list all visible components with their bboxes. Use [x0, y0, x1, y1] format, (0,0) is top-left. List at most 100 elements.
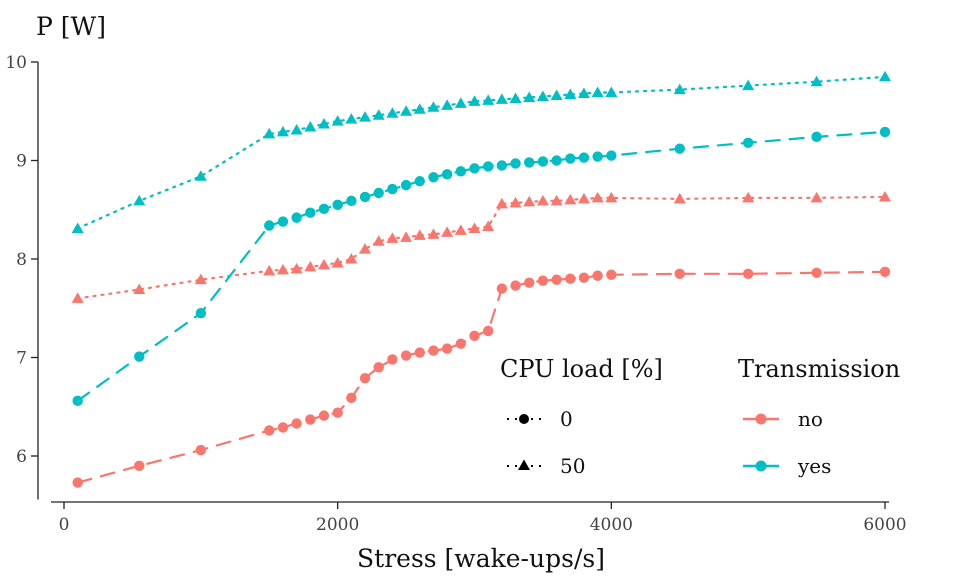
data-point — [577, 192, 590, 204]
data-point — [72, 477, 83, 488]
data-point — [509, 196, 522, 208]
legend-tx-yes-label: yes — [797, 454, 831, 478]
data-point — [879, 126, 891, 138]
data-point — [495, 197, 508, 209]
x-tick-label: 4000 — [590, 515, 633, 535]
data-point — [291, 418, 302, 429]
data-point — [811, 267, 822, 278]
legend-tx-yes-key-symbol — [755, 460, 767, 472]
legend-cpu-50-label: 50 — [560, 454, 585, 478]
data-point — [810, 191, 823, 203]
data-point — [577, 87, 590, 99]
data-point — [495, 93, 508, 104]
legend-cpu-load: CPU load [%] 0 50 — [500, 355, 663, 478]
data-point — [263, 127, 276, 139]
data-point — [742, 137, 754, 148]
data-point — [674, 268, 685, 279]
data-point — [318, 203, 330, 214]
data-point — [550, 89, 563, 100]
data-point — [413, 103, 426, 114]
data-point — [372, 109, 385, 120]
data-point — [879, 190, 891, 202]
data-point — [482, 220, 495, 231]
data-point — [263, 264, 276, 276]
data-point — [441, 169, 453, 180]
data-point — [332, 407, 343, 418]
data-point — [133, 283, 146, 295]
data-point — [400, 179, 412, 191]
data-point — [428, 172, 439, 183]
data-point — [345, 113, 358, 124]
data-point — [317, 118, 330, 129]
y-tick-label: 10 — [5, 53, 27, 73]
data-point — [290, 262, 303, 274]
data-point — [810, 75, 823, 87]
data-point — [811, 131, 822, 143]
data-point — [537, 275, 549, 286]
data-point — [482, 161, 494, 172]
legend-tx-no-key-symbol — [755, 413, 767, 425]
data-point — [331, 115, 344, 126]
data-point — [386, 107, 399, 118]
data-point — [305, 207, 316, 218]
y-tick-label: 9 — [16, 152, 27, 172]
legend-cpu-0-key-symbol — [519, 414, 529, 424]
data-point — [441, 99, 454, 110]
axes: 0 2000 4000 6000 6 7 8 9 10 — [5, 53, 906, 535]
data-point — [591, 191, 604, 203]
legend-cpu-0-label: 0 — [560, 407, 573, 431]
data-point — [742, 191, 755, 203]
data-point — [578, 272, 590, 283]
data-point — [331, 256, 344, 268]
data-point — [592, 270, 603, 281]
data-point — [277, 422, 289, 433]
data-point — [414, 347, 425, 358]
data-point — [469, 163, 480, 174]
data-point — [455, 166, 467, 177]
data-point — [373, 187, 384, 199]
data-point — [317, 258, 330, 270]
data-point — [551, 155, 562, 166]
data-point — [345, 253, 358, 264]
data-point — [510, 158, 521, 169]
data-point — [496, 160, 508, 171]
data-point — [524, 277, 535, 288]
y-tick-label: 6 — [16, 447, 27, 467]
data-point — [673, 192, 686, 204]
data-point — [468, 95, 481, 106]
data-point — [496, 283, 508, 294]
data-point — [264, 425, 275, 436]
data-point — [359, 111, 372, 122]
data-point — [304, 121, 317, 132]
data-point — [276, 125, 289, 137]
data-point — [427, 228, 440, 239]
data-point — [413, 229, 426, 240]
y-ticks: 6 7 8 9 10 — [5, 53, 38, 467]
data-point — [537, 156, 549, 167]
data-point — [482, 94, 495, 105]
series-line-yes-cpu50 — [76, 75, 887, 230]
x-ticks: 0 2000 4000 6000 — [59, 502, 907, 535]
data-point — [290, 123, 303, 135]
data-point — [565, 273, 576, 284]
data-point — [318, 410, 330, 421]
data-point — [564, 88, 577, 100]
data-point — [387, 183, 398, 195]
data-point — [482, 325, 494, 337]
data-point — [441, 343, 453, 354]
data-point — [879, 70, 891, 82]
data-point — [264, 220, 275, 231]
data-point — [400, 105, 413, 116]
data-point — [400, 231, 413, 242]
data-point — [134, 460, 145, 472]
data-point — [71, 222, 84, 233]
data-point — [386, 232, 399, 243]
data-point — [605, 191, 618, 203]
data-point — [346, 392, 357, 404]
data-point — [606, 150, 617, 161]
data-point — [536, 90, 549, 101]
data-point — [346, 195, 357, 207]
data-point — [277, 216, 289, 227]
data-point — [524, 157, 535, 168]
